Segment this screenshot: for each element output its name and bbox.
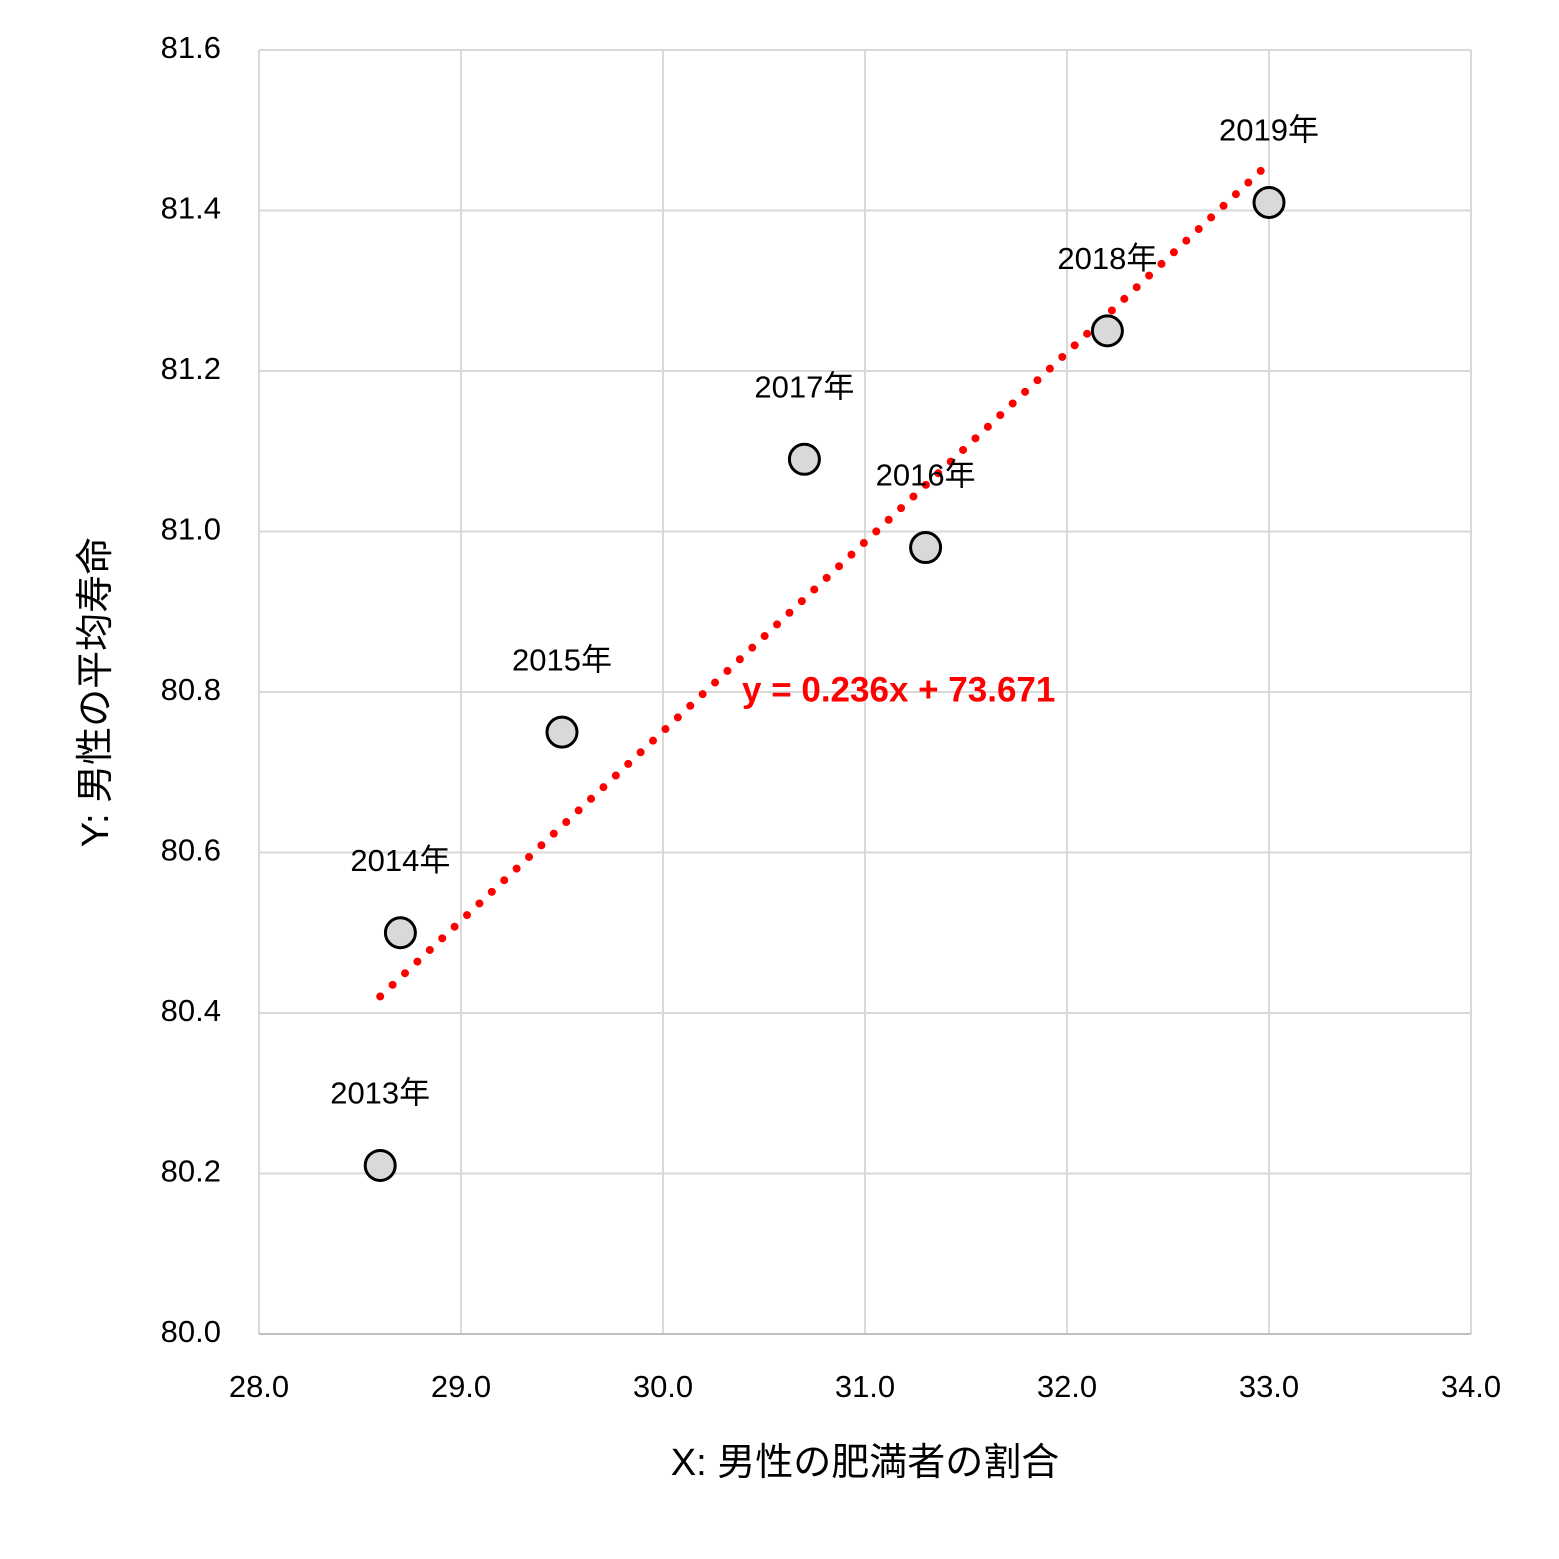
data-point xyxy=(545,715,579,749)
data-point xyxy=(1252,185,1286,219)
point-label: 2019年 xyxy=(1219,113,1319,148)
x-tick-label: 31.0 xyxy=(835,1369,895,1404)
y-tick-label: 80.0 xyxy=(161,1314,221,1349)
x-tick-label: 29.0 xyxy=(431,1369,491,1404)
data-point xyxy=(383,916,417,950)
trend-equation: y = 0.236x + 73.671 xyxy=(742,670,1055,709)
trend-line xyxy=(376,159,1273,1001)
x-axis-title: X: 男性の肥満者の割合 xyxy=(671,1442,1059,1484)
x-tick-label: 28.0 xyxy=(229,1369,289,1404)
point-label: 2017年 xyxy=(754,369,854,404)
x-tick-label: 33.0 xyxy=(1239,1369,1299,1404)
x-tick-label: 34.0 xyxy=(1441,1369,1501,1404)
point-label: 2016年 xyxy=(876,458,976,493)
x-tick-label: 30.0 xyxy=(633,1369,693,1404)
y-tick-label: 81.4 xyxy=(161,191,221,226)
point-label: 2013年 xyxy=(330,1076,430,1111)
x-tick-label: 32.0 xyxy=(1037,1369,1097,1404)
y-tick-label: 81.6 xyxy=(161,30,221,65)
data-point xyxy=(787,442,821,476)
data-point xyxy=(363,1148,397,1182)
y-tick-label: 80.6 xyxy=(161,833,221,868)
point-label: 2015年 xyxy=(512,642,612,677)
y-tick-label: 81.2 xyxy=(161,351,221,386)
data-point xyxy=(1090,314,1124,348)
point-label: 2014年 xyxy=(350,843,450,878)
y-tick-label: 80.2 xyxy=(161,1154,221,1189)
y-tick-label: 80.4 xyxy=(161,993,221,1028)
data-point xyxy=(909,531,943,565)
y-tick-label: 81.0 xyxy=(161,512,221,547)
y-axis-title: Y: 男性の平均寿命 xyxy=(75,537,117,847)
point-label: 2018年 xyxy=(1057,241,1157,276)
y-tick-label: 80.8 xyxy=(161,672,221,707)
